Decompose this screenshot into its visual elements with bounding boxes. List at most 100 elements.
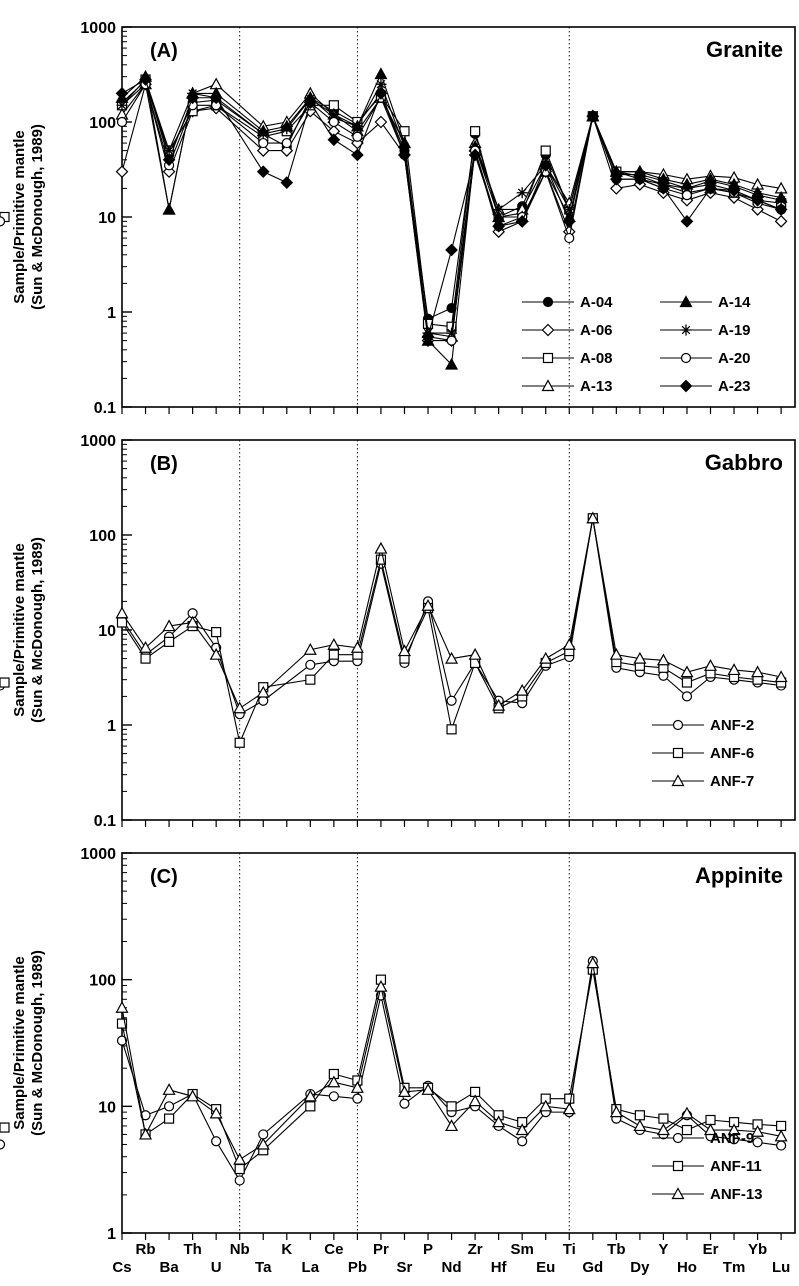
data-point [350,641,364,653]
x-tick-label: Ba [159,1259,179,1276]
data-point [257,128,269,140]
data-point [258,695,269,706]
data-point [281,123,293,135]
data-point [280,144,294,157]
panel-c: 1 10 100 1000 Sample/Primitive mantle (Sun & … [0,846,796,1243]
data-point [163,1101,175,1112]
series-line [121,78,782,328]
data-point [186,91,199,105]
data-point [470,126,481,137]
x-tick-label: P [423,1241,433,1258]
y-axis-label: Sample/Primitive mantle [11,543,28,716]
legend-marker [672,1132,684,1144]
panel-b: 0.1 1 10 100 1000 Sample/Primitive mantle (Sun… [0,433,796,830]
panel-title: Appinite [695,863,783,888]
data-point [446,724,457,735]
data-point [116,617,128,628]
legend-label: A-14 [718,294,751,311]
y-tick-label: 1 [107,305,116,322]
panel-label: (A) [150,40,178,62]
data-point [139,73,152,86]
series-A-23 [115,73,788,344]
data-point [774,1129,788,1142]
x-tick-label: K [281,1241,292,1258]
legend: ANF-2 ANF-6 ANF-7 [652,717,754,790]
plot-frame [121,439,796,821]
data-point [680,214,694,228]
data-point [116,1035,128,1046]
data-point [774,203,788,216]
data-point [634,1110,645,1121]
data-point [493,203,505,215]
x-tick-label: Ho [677,1259,697,1276]
plot-frame [121,26,796,408]
legend-label: ANF-6 [710,745,754,762]
data-point [234,1163,245,1175]
legend-marker [672,719,684,731]
data-point [705,175,716,187]
y-tick-label: 0.1 [94,813,116,830]
data-point [539,1099,553,1112]
x-tick-label: Hf [491,1259,508,1276]
data-point [0,1122,10,1133]
data-point [564,232,575,244]
y-tick-label: 1 [107,718,116,735]
data-point [515,683,529,696]
y-tick-label: 10 [98,210,116,227]
series-line [121,963,782,1161]
data-point [609,647,623,660]
y-axis-label: (Sun & McDonough, 1989) [29,537,46,723]
y-axis-label: (Sun & McDonough, 1989) [29,950,46,1136]
data-point [586,109,600,123]
x-tick-label: Sm [511,1241,534,1258]
series-line [121,82,782,342]
data-point [352,131,363,142]
data-point [233,1152,247,1165]
data-point [564,1093,575,1104]
data-point [162,1083,176,1095]
data-point [116,1018,128,1029]
y-axis-label: (Sun & McDonough, 1989) [29,124,46,310]
data-point [258,137,269,149]
data-point [656,1123,670,1136]
data-point [468,647,482,660]
data-point [115,1001,129,1013]
data-point [586,956,600,969]
x-tick-label: Eu [536,1259,555,1276]
data-point [752,1137,763,1148]
data-point [374,541,388,554]
data-point [775,194,787,206]
data-point [281,137,292,149]
data-point [303,642,317,655]
series-line [121,82,782,338]
data-point [233,701,247,714]
x-tick-label: Zr [468,1241,483,1258]
x-tick-label: Rb [136,1241,156,1258]
data-point [162,619,176,632]
series-line [121,78,782,337]
data-point [633,651,647,664]
x-tick-label: Cs [112,1259,131,1276]
data-point [586,511,600,524]
data-point [280,176,294,189]
legend-label: A-19 [718,322,751,339]
data-point [115,606,129,619]
data-point [540,145,551,156]
series-ANF-13 [115,956,788,1165]
x-tick-label: Ti [563,1241,576,1258]
data-point [303,96,317,109]
data-point [516,187,528,199]
data-point [327,1075,341,1088]
x-tick-label: Nd [442,1259,462,1276]
series-ANF-7 [115,511,788,714]
data-point [163,636,175,647]
data-point [327,133,341,147]
data-point [751,193,764,207]
data-point [115,87,129,100]
x-tick-label: Ta [255,1259,272,1276]
x-tick-label: Tb [607,1241,625,1258]
y-tick-label: 1 [107,1226,116,1243]
legend-marker [542,296,554,308]
series-ANF-9 [0,956,787,1186]
